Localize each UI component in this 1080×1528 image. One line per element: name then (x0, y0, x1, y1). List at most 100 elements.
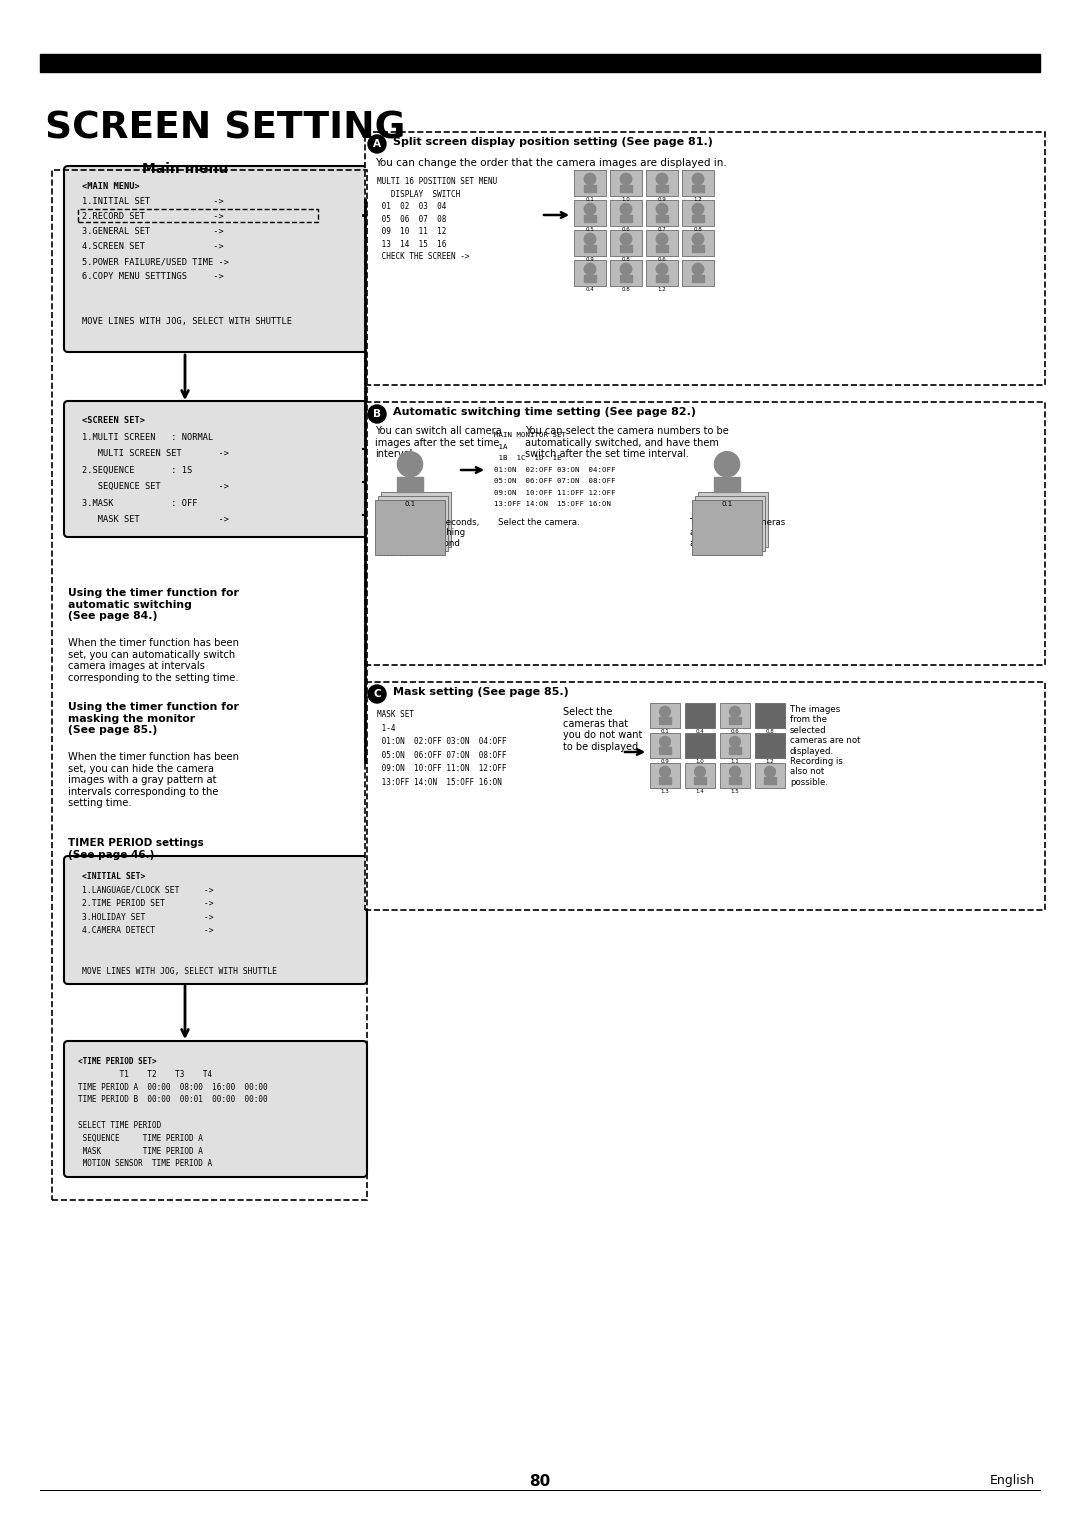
Bar (659, 717, 671, 724)
Circle shape (620, 234, 632, 244)
Bar (584, 185, 596, 193)
Text: 1.5: 1.5 (731, 788, 740, 795)
Bar (656, 215, 669, 222)
Bar (692, 500, 762, 555)
Circle shape (368, 685, 386, 703)
Bar (650, 703, 680, 727)
Text: Split screen display position setting (See page 81.): Split screen display position setting (S… (393, 138, 713, 147)
Text: 1-4: 1-4 (377, 723, 395, 732)
Circle shape (657, 234, 667, 244)
Bar (755, 762, 785, 788)
Text: 1.1: 1.1 (731, 759, 740, 764)
Text: 3.MASK           : OFF: 3.MASK : OFF (82, 498, 198, 507)
Bar (694, 778, 705, 784)
Text: 0.7: 0.7 (658, 228, 666, 232)
Text: 01  02  03  04: 01 02 03 04 (377, 202, 446, 211)
Text: Mask setting (See page 85.): Mask setting (See page 85.) (393, 688, 569, 697)
Text: 0.9: 0.9 (585, 257, 594, 261)
Text: 0.5: 0.5 (585, 228, 594, 232)
Circle shape (368, 134, 386, 153)
Circle shape (730, 706, 741, 717)
FancyBboxPatch shape (64, 167, 367, 351)
Circle shape (397, 452, 422, 477)
Bar (681, 170, 714, 196)
Text: SCREEN SETTING: SCREEN SETTING (45, 110, 405, 147)
Text: The images
from the
selected
cameras are not
displayed.
Recording is
also not
po: The images from the selected cameras are… (789, 704, 861, 787)
Bar (52, 170, 367, 1199)
Text: MASK         TIME PERIOD A: MASK TIME PERIOD A (78, 1146, 203, 1155)
Text: <TIME PERIOD SET>: <TIME PERIOD SET> (78, 1057, 157, 1067)
Text: A: A (373, 139, 381, 150)
Bar (659, 778, 671, 784)
Bar (646, 231, 678, 257)
Text: 05:ON  06:OFF 07:ON  08:OFF: 05:ON 06:OFF 07:ON 08:OFF (494, 478, 616, 484)
Text: 0.9: 0.9 (658, 197, 666, 202)
Text: 13:OFF 14:ON  15:OFF 16:ON: 13:OFF 14:ON 15:OFF 16:ON (377, 778, 502, 787)
Bar (698, 492, 768, 547)
Bar (78, 209, 318, 222)
Text: SEQUENCE SET           ->: SEQUENCE SET -> (82, 481, 229, 490)
Circle shape (730, 767, 741, 778)
Bar (384, 487, 454, 542)
Circle shape (620, 203, 632, 215)
Text: 09:ON  10:OFF 11:OFF 12:OFF: 09:ON 10:OFF 11:OFF 12:OFF (494, 489, 616, 495)
Bar (692, 244, 704, 252)
Circle shape (584, 263, 596, 275)
Text: DISPLAY  SWITCH: DISPLAY SWITCH (377, 189, 460, 199)
Circle shape (660, 706, 671, 717)
Text: Automatic switching time setting (See page 82.): Automatic switching time setting (See pa… (393, 406, 696, 417)
Bar (685, 733, 715, 758)
Circle shape (620, 263, 632, 275)
Bar (610, 200, 642, 226)
Bar (692, 275, 704, 283)
Bar (584, 215, 596, 222)
Text: 6.COPY MENU SETTINGS     ->: 6.COPY MENU SETTINGS -> (82, 272, 224, 281)
Bar (720, 762, 750, 788)
Text: 80: 80 (529, 1475, 551, 1488)
Bar (685, 762, 715, 788)
Bar (646, 260, 678, 286)
Text: 0.1: 0.1 (404, 501, 416, 507)
Bar (765, 778, 775, 784)
Text: 09  10  11  12: 09 10 11 12 (377, 228, 446, 235)
Bar (729, 747, 741, 755)
Circle shape (694, 767, 705, 778)
Bar (620, 275, 632, 283)
Text: CHECK THE SCREEN ->: CHECK THE SCREEN -> (377, 252, 470, 261)
FancyBboxPatch shape (64, 400, 367, 536)
Bar (573, 231, 606, 257)
Text: Select the
cameras that
you do not want
to be displayed.: Select the cameras that you do not want … (563, 707, 643, 752)
Text: MAIN MONITOR SET: MAIN MONITOR SET (494, 432, 566, 439)
Bar (681, 200, 714, 226)
Text: MULTI 16 POSITION SET MENU: MULTI 16 POSITION SET MENU (377, 177, 497, 186)
Bar (755, 733, 785, 758)
Text: 1.0: 1.0 (622, 197, 631, 202)
Bar (681, 260, 714, 286)
Text: 01:ON  02:OFF 03:ON  04:OFF: 01:ON 02:OFF 03:ON 04:OFF (494, 466, 616, 472)
Bar (620, 185, 632, 193)
Bar (656, 244, 669, 252)
Bar (714, 477, 740, 492)
Text: 1.4: 1.4 (696, 788, 704, 795)
Text: MASK SET               ->: MASK SET -> (82, 515, 229, 524)
Text: Select the camera.: Select the camera. (498, 518, 580, 527)
Bar (584, 275, 596, 283)
Bar (620, 244, 632, 252)
Text: 0.8: 0.8 (766, 729, 774, 733)
Text: 2.RECORD SET             ->: 2.RECORD SET -> (82, 212, 224, 222)
Circle shape (584, 173, 596, 185)
Text: When set to 5 seconds,
automatic switching
occurs at 5-second
intervals.: When set to 5 seconds, automatic switchi… (378, 518, 480, 558)
Text: 0.1: 0.1 (585, 197, 594, 202)
Text: 0.8: 0.8 (622, 287, 631, 292)
Bar (610, 231, 642, 257)
Bar (720, 733, 750, 758)
FancyBboxPatch shape (370, 704, 552, 796)
Bar (584, 244, 596, 252)
Bar (396, 477, 423, 492)
Text: SEQUENCE     TIME PERIOD A: SEQUENCE TIME PERIOD A (78, 1134, 203, 1143)
Bar (573, 200, 606, 226)
Text: You can select the camera numbers to be
automatically switched, and have them
sw: You can select the camera numbers to be … (525, 426, 729, 460)
Text: 09:ON  10:OFF 11:ON  12:OFF: 09:ON 10:OFF 11:ON 12:OFF (377, 764, 507, 773)
Bar (656, 185, 669, 193)
Text: 0.4: 0.4 (696, 729, 704, 733)
